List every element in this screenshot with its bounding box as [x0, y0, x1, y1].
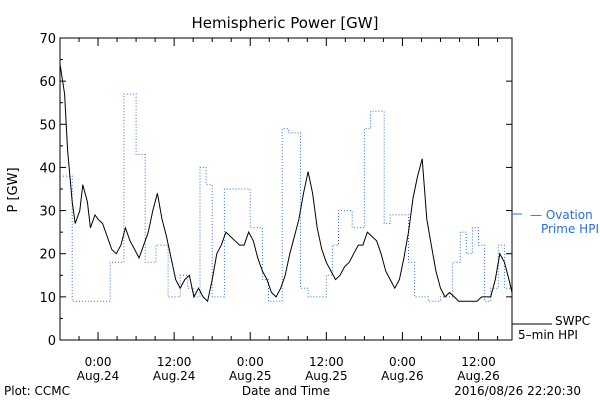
y-tick-label: 10	[39, 291, 56, 306]
legend-swpc-line2: 5–min HPI	[518, 328, 578, 342]
legend-ovation-line2: Prime HPI	[541, 222, 599, 236]
x-tick-label-time: 12:00	[157, 355, 192, 369]
y-tick-label: 20	[39, 248, 56, 263]
x-tick-label-time: 0:00	[389, 355, 416, 369]
legend-ovation-line1: — Ovation	[530, 208, 593, 222]
x-tick-label-time: 0:00	[237, 355, 264, 369]
x-axis-label: Date and Time	[242, 384, 330, 398]
y-tick-label: 50	[39, 118, 56, 133]
series-swpc-5min-hpi	[59, 63, 513, 303]
x-axis-ticks: 0:00Aug.2412:00Aug.240:00Aug.2512:00Aug.…	[59, 38, 500, 383]
x-tick-label-date: Aug.26	[457, 369, 500, 383]
series-ovation-prime-hpi	[60, 93, 512, 302]
timestamp: 2016/08/26 22:20:30	[454, 384, 581, 398]
y-tick-label: 0	[48, 334, 56, 349]
x-tick-label-date: Aug.25	[229, 369, 272, 383]
y-tick-label: 30	[39, 205, 56, 220]
x-tick-label-date: Aug.26	[381, 369, 424, 383]
y-tick-label: 40	[39, 161, 56, 176]
x-tick-label-time: 12:00	[461, 355, 496, 369]
y-axis-ticks: 0 10 20 30 40 50 60 70	[39, 32, 512, 349]
plot-credit: Plot: CCMC	[4, 384, 70, 398]
series-layer	[59, 63, 513, 303]
y-tick-label: 60	[39, 75, 56, 90]
chart-title: Hemispheric Power [GW]	[192, 14, 379, 32]
x-tick-label-date: Aug.24	[77, 369, 120, 383]
y-tick-label: 70	[39, 32, 56, 47]
x-tick-label-date: Aug.24	[153, 369, 196, 383]
legend-swpc-line1: SWPC	[555, 314, 590, 328]
x-tick-label-time: 0:00	[85, 355, 112, 369]
y-axis-label: P [GW]	[6, 167, 21, 212]
x-tick-label-time: 12:00	[309, 355, 344, 369]
x-tick-label-date: Aug.25	[305, 369, 348, 383]
